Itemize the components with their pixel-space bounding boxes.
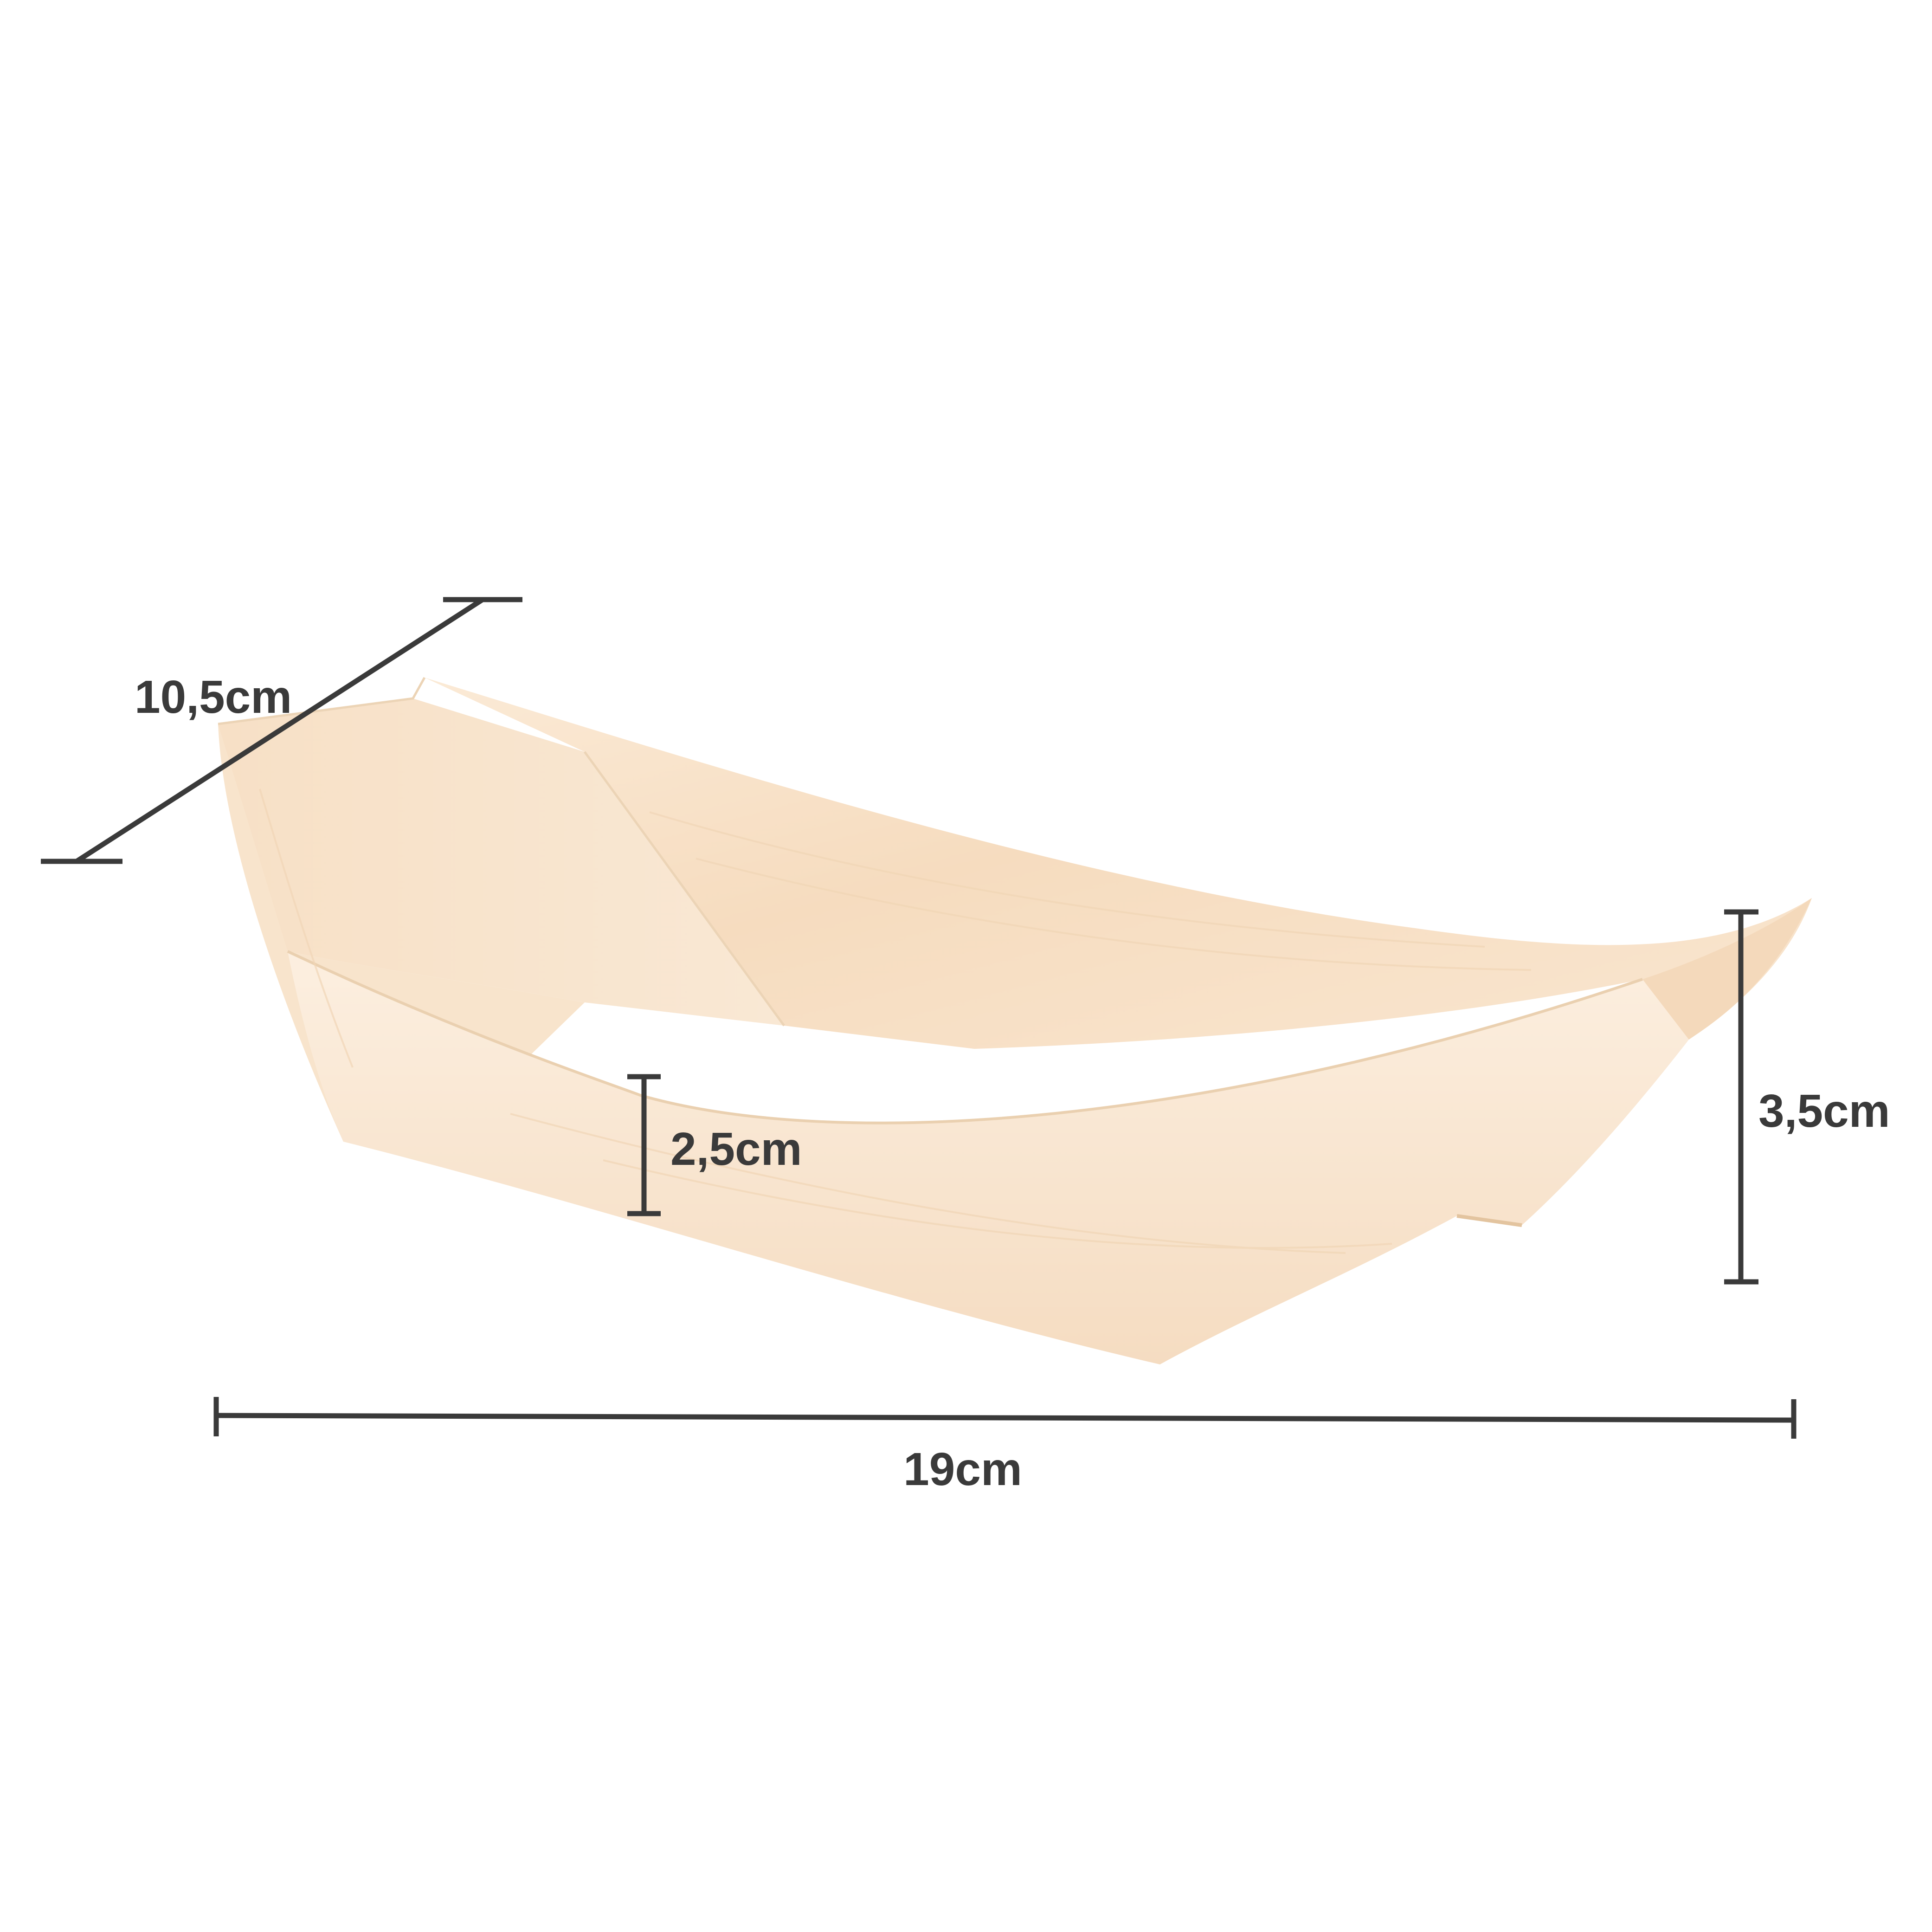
tray-fold-line xyxy=(218,677,426,725)
dimension-width-label: 10,5cm xyxy=(135,671,292,723)
tray-front-panel xyxy=(288,951,1689,1364)
dimension-width-line xyxy=(75,597,484,864)
tray-fold-line xyxy=(287,950,1643,1124)
dimension-depth-label: 2,5cm xyxy=(670,1123,802,1175)
tray-fold-line xyxy=(583,751,786,1027)
tray-back-wall xyxy=(425,678,1812,1049)
tray-fold-line xyxy=(1456,1214,1522,1227)
wood-grain xyxy=(259,788,1532,1254)
dimension-depth: 2,5cm xyxy=(627,1074,802,1216)
dimension-width: 10,5cm xyxy=(41,597,522,864)
dimension-length-label: 19cm xyxy=(903,1443,1022,1495)
tray-right-end xyxy=(1642,898,1812,1040)
dimension-height: 3,5cm xyxy=(1724,909,1890,1285)
dimension-length-line xyxy=(216,1413,1794,1423)
wooden-boat-tray xyxy=(218,677,1812,1364)
dimension-height-label: 3,5cm xyxy=(1758,1085,1890,1137)
tray-left-flap xyxy=(218,698,784,1026)
dimension-length: 19cm xyxy=(213,1397,1797,1495)
